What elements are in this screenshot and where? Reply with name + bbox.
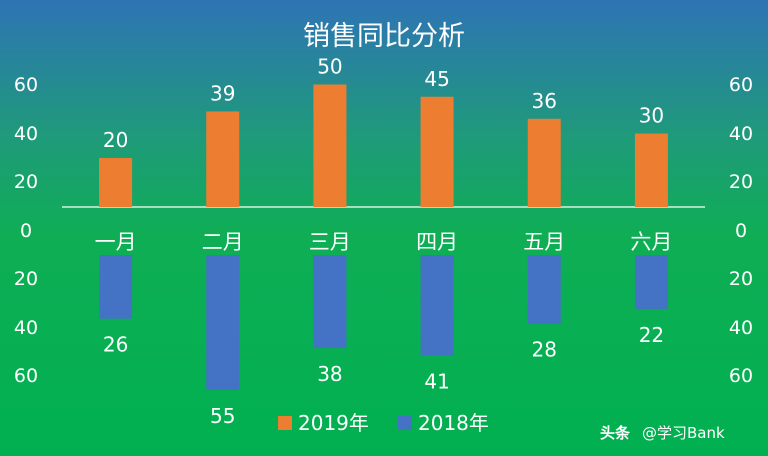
y-tick-left-upper-2: 20 [14,171,38,193]
data-label-2019-3: 45 [424,67,449,91]
bars-layer [99,84,668,390]
labels-layer: 一月 20 26 二月 39 55 三月 50 38 四月 45 41 五月 36 28 六月 30 22 [95,55,673,428]
data-label-2018-2: 38 [317,362,342,386]
data-label-2018-5: 22 [639,323,664,347]
legend-label-2019: 2019年 [298,411,369,435]
bar-2019-2 [313,84,347,207]
y-tick-left-upper-0: 60 [14,74,38,96]
bar-2019-3 [420,96,454,207]
bar-2019-1 [206,111,240,207]
bar-2019-0 [99,158,133,207]
y-tick-left-upper-1: 40 [14,123,38,145]
y-tick-left-lower-2: 60 [14,365,38,387]
legend-swatch-2019 [278,416,292,430]
data-label-2019-0: 20 [103,128,128,152]
data-label-2018-1: 55 [210,404,235,428]
legend: 2019年 2018年 [278,411,489,435]
data-label-2019-4: 36 [532,89,557,113]
bar-2018-5 [634,255,668,309]
y-tick-right-lower-0: 20 [729,268,753,290]
axis-layer: 60 60 40 40 20 20 0 0 20 20 40 40 60 60 [14,74,753,387]
watermark: 头条 @学习Bank [600,424,725,442]
category-label-5: 六月 [630,230,672,254]
category-label-2: 三月 [309,230,351,254]
bar-2018-2 [313,255,347,349]
data-label-2018-3: 41 [424,369,449,393]
bar-2018-1 [206,255,240,390]
data-label-2019-1: 39 [210,81,235,105]
category-label-4: 五月 [523,230,565,254]
legend-swatch-2018 [398,416,412,430]
category-label-3: 四月 [416,230,458,254]
data-label-2019-5: 30 [639,104,664,128]
chart-title: 销售同比分析 [303,21,465,52]
legend-label-2018: 2018年 [418,411,489,435]
watermark-handle: @学习Bank [642,424,725,442]
watermark-brand: 头条 [600,424,631,442]
y-tick-right-upper-1: 40 [729,123,753,145]
data-label-2018-4: 28 [532,338,557,362]
y-tick-right-upper-0: 60 [729,74,753,96]
bar-2018-4 [527,255,561,324]
category-label-0: 一月 [95,230,137,254]
y-tick-right-lower-2: 60 [729,365,753,387]
y-tick-right-lower-1: 40 [729,317,753,339]
data-label-2018-0: 26 [103,333,128,357]
y-tick-left-upper-3: 0 [20,220,32,242]
data-label-2019-2: 50 [317,55,342,79]
y-tick-right-upper-2: 20 [729,171,753,193]
y-tick-left-lower-1: 40 [14,317,38,339]
bar-2018-3 [420,255,454,356]
bar-2019-5 [634,133,668,207]
bar-2019-4 [527,118,561,207]
y-tick-left-lower-0: 20 [14,268,38,290]
y-tick-right-upper-3: 0 [735,220,747,242]
bar-2018-0 [99,255,133,319]
category-label-1: 二月 [202,230,244,254]
